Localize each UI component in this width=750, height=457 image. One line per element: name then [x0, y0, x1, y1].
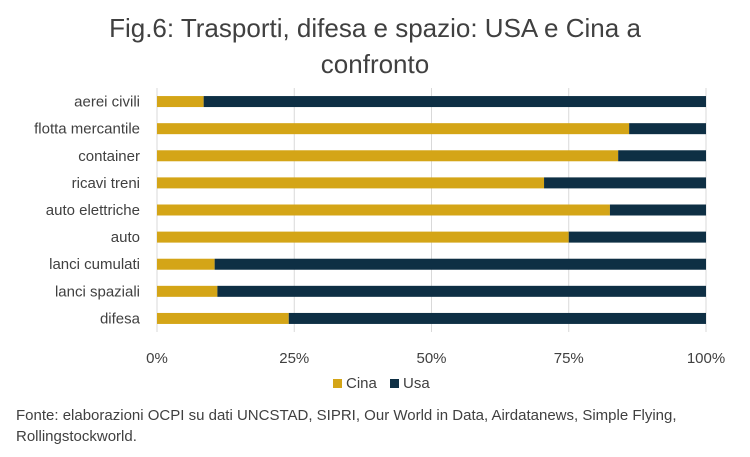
category-label: container: [78, 148, 140, 165]
bar-cina: [157, 204, 610, 216]
source-note: Fonte: elaborazioni OCPI su dati UNCSTAD…: [16, 407, 677, 445]
bar-usa: [609, 204, 706, 216]
legend-label-cina: Cina: [346, 375, 378, 392]
bar-usa: [214, 258, 706, 270]
chart-title-line-1: Fig.6: Trasporti, difesa e spazio: USA e…: [109, 13, 641, 43]
bar-cina: [157, 177, 545, 189]
category-label: aerei civili: [74, 94, 140, 111]
category-label: ricavi treni: [72, 175, 140, 192]
bar-usa: [203, 96, 707, 108]
bar-cina: [157, 285, 218, 297]
bar-cina: [157, 123, 630, 135]
bar-usa: [288, 312, 706, 324]
chart-title: Fig.6: Trasporti, difesa e spazio: USA e…: [0, 10, 750, 82]
stacked-bar-chart: 0% 25% 50% 75% 100% aerei civili flotta mercan…: [34, 88, 725, 392]
bar-usa: [217, 285, 706, 297]
category-label: lanci spaziali: [55, 283, 140, 300]
legend-swatch-usa: [390, 379, 399, 388]
bar-cina: [157, 312, 289, 324]
x-tick-label: 0%: [146, 350, 168, 367]
bar-usa: [544, 177, 706, 189]
bar-cina: [157, 150, 619, 162]
bar-cina: [157, 231, 569, 243]
x-tick-label: 100%: [687, 350, 725, 367]
legend-swatch-cina: [333, 379, 342, 388]
bar-usa: [568, 231, 706, 243]
chart-title-line-2: confronto: [320, 49, 430, 79]
x-tick-label: 50%: [416, 350, 446, 367]
bar-cina: [157, 258, 215, 270]
legend-label-usa: Usa: [403, 375, 430, 392]
category-label: lanci cumulati: [49, 256, 140, 273]
x-tick-label: 25%: [279, 350, 309, 367]
category-label: auto: [111, 229, 140, 246]
bar-cina: [157, 96, 204, 108]
category-label: difesa: [100, 310, 141, 327]
bar-usa: [618, 150, 706, 162]
bar-usa: [629, 123, 706, 135]
category-label: auto elettriche: [46, 202, 140, 219]
x-tick-label: 75%: [554, 350, 584, 367]
category-label: flotta mercantile: [34, 121, 140, 138]
